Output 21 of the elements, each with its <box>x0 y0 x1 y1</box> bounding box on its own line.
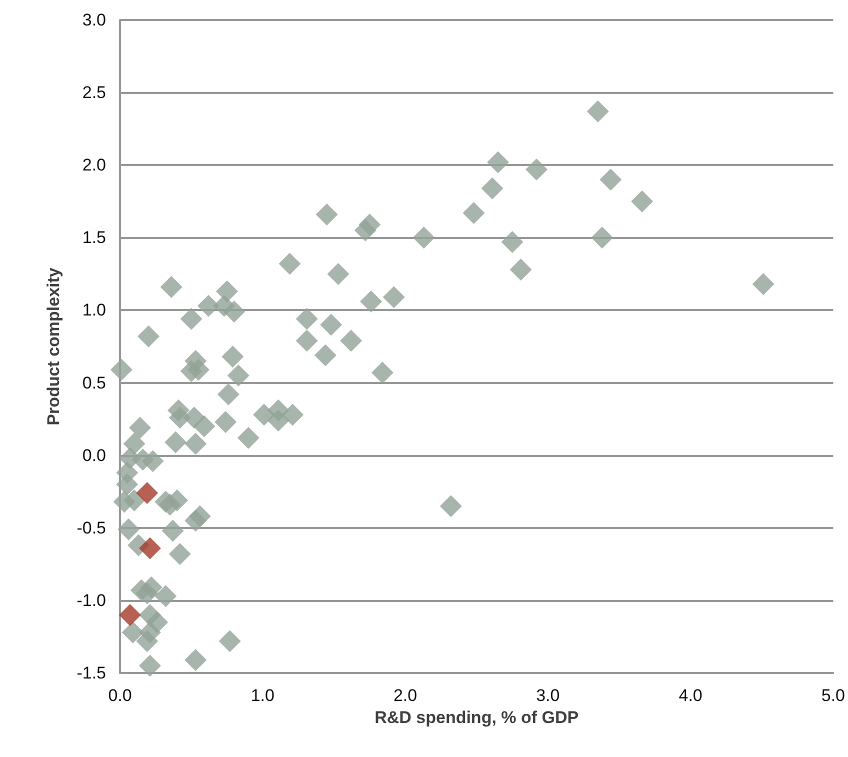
x-tick-label: 4.0 <box>678 686 702 705</box>
x-tick-label: 3.0 <box>536 686 560 705</box>
x-tick-label: 2.0 <box>393 686 418 705</box>
y-tick-label: 2.0 <box>82 156 106 175</box>
y-tick-label: 3.0 <box>82 10 106 30</box>
y-tick-label: 1.5 <box>82 228 106 248</box>
y-tick-label: 2.5 <box>82 83 106 102</box>
y-tick-label: 0.0 <box>82 446 106 465</box>
x-axis-title: R&D spending, % of GDP <box>374 708 579 727</box>
point <box>118 604 141 626</box>
x-tick-label: 5.0 <box>821 686 846 705</box>
point <box>138 537 161 560</box>
point <box>136 482 158 504</box>
x-tick-label: 0.0 <box>108 686 132 705</box>
y-tick-label: -1.5 <box>76 664 106 682</box>
y-tick-label: 0.5 <box>82 373 106 392</box>
y-tick-label: -0.5 <box>76 518 106 538</box>
x-tick-label: 1.0 <box>250 686 274 705</box>
y-tick-label: -1.0 <box>76 590 106 610</box>
y-axis-title: Product complexity <box>44 267 63 426</box>
y-tick-label: 1.0 <box>82 300 106 320</box>
